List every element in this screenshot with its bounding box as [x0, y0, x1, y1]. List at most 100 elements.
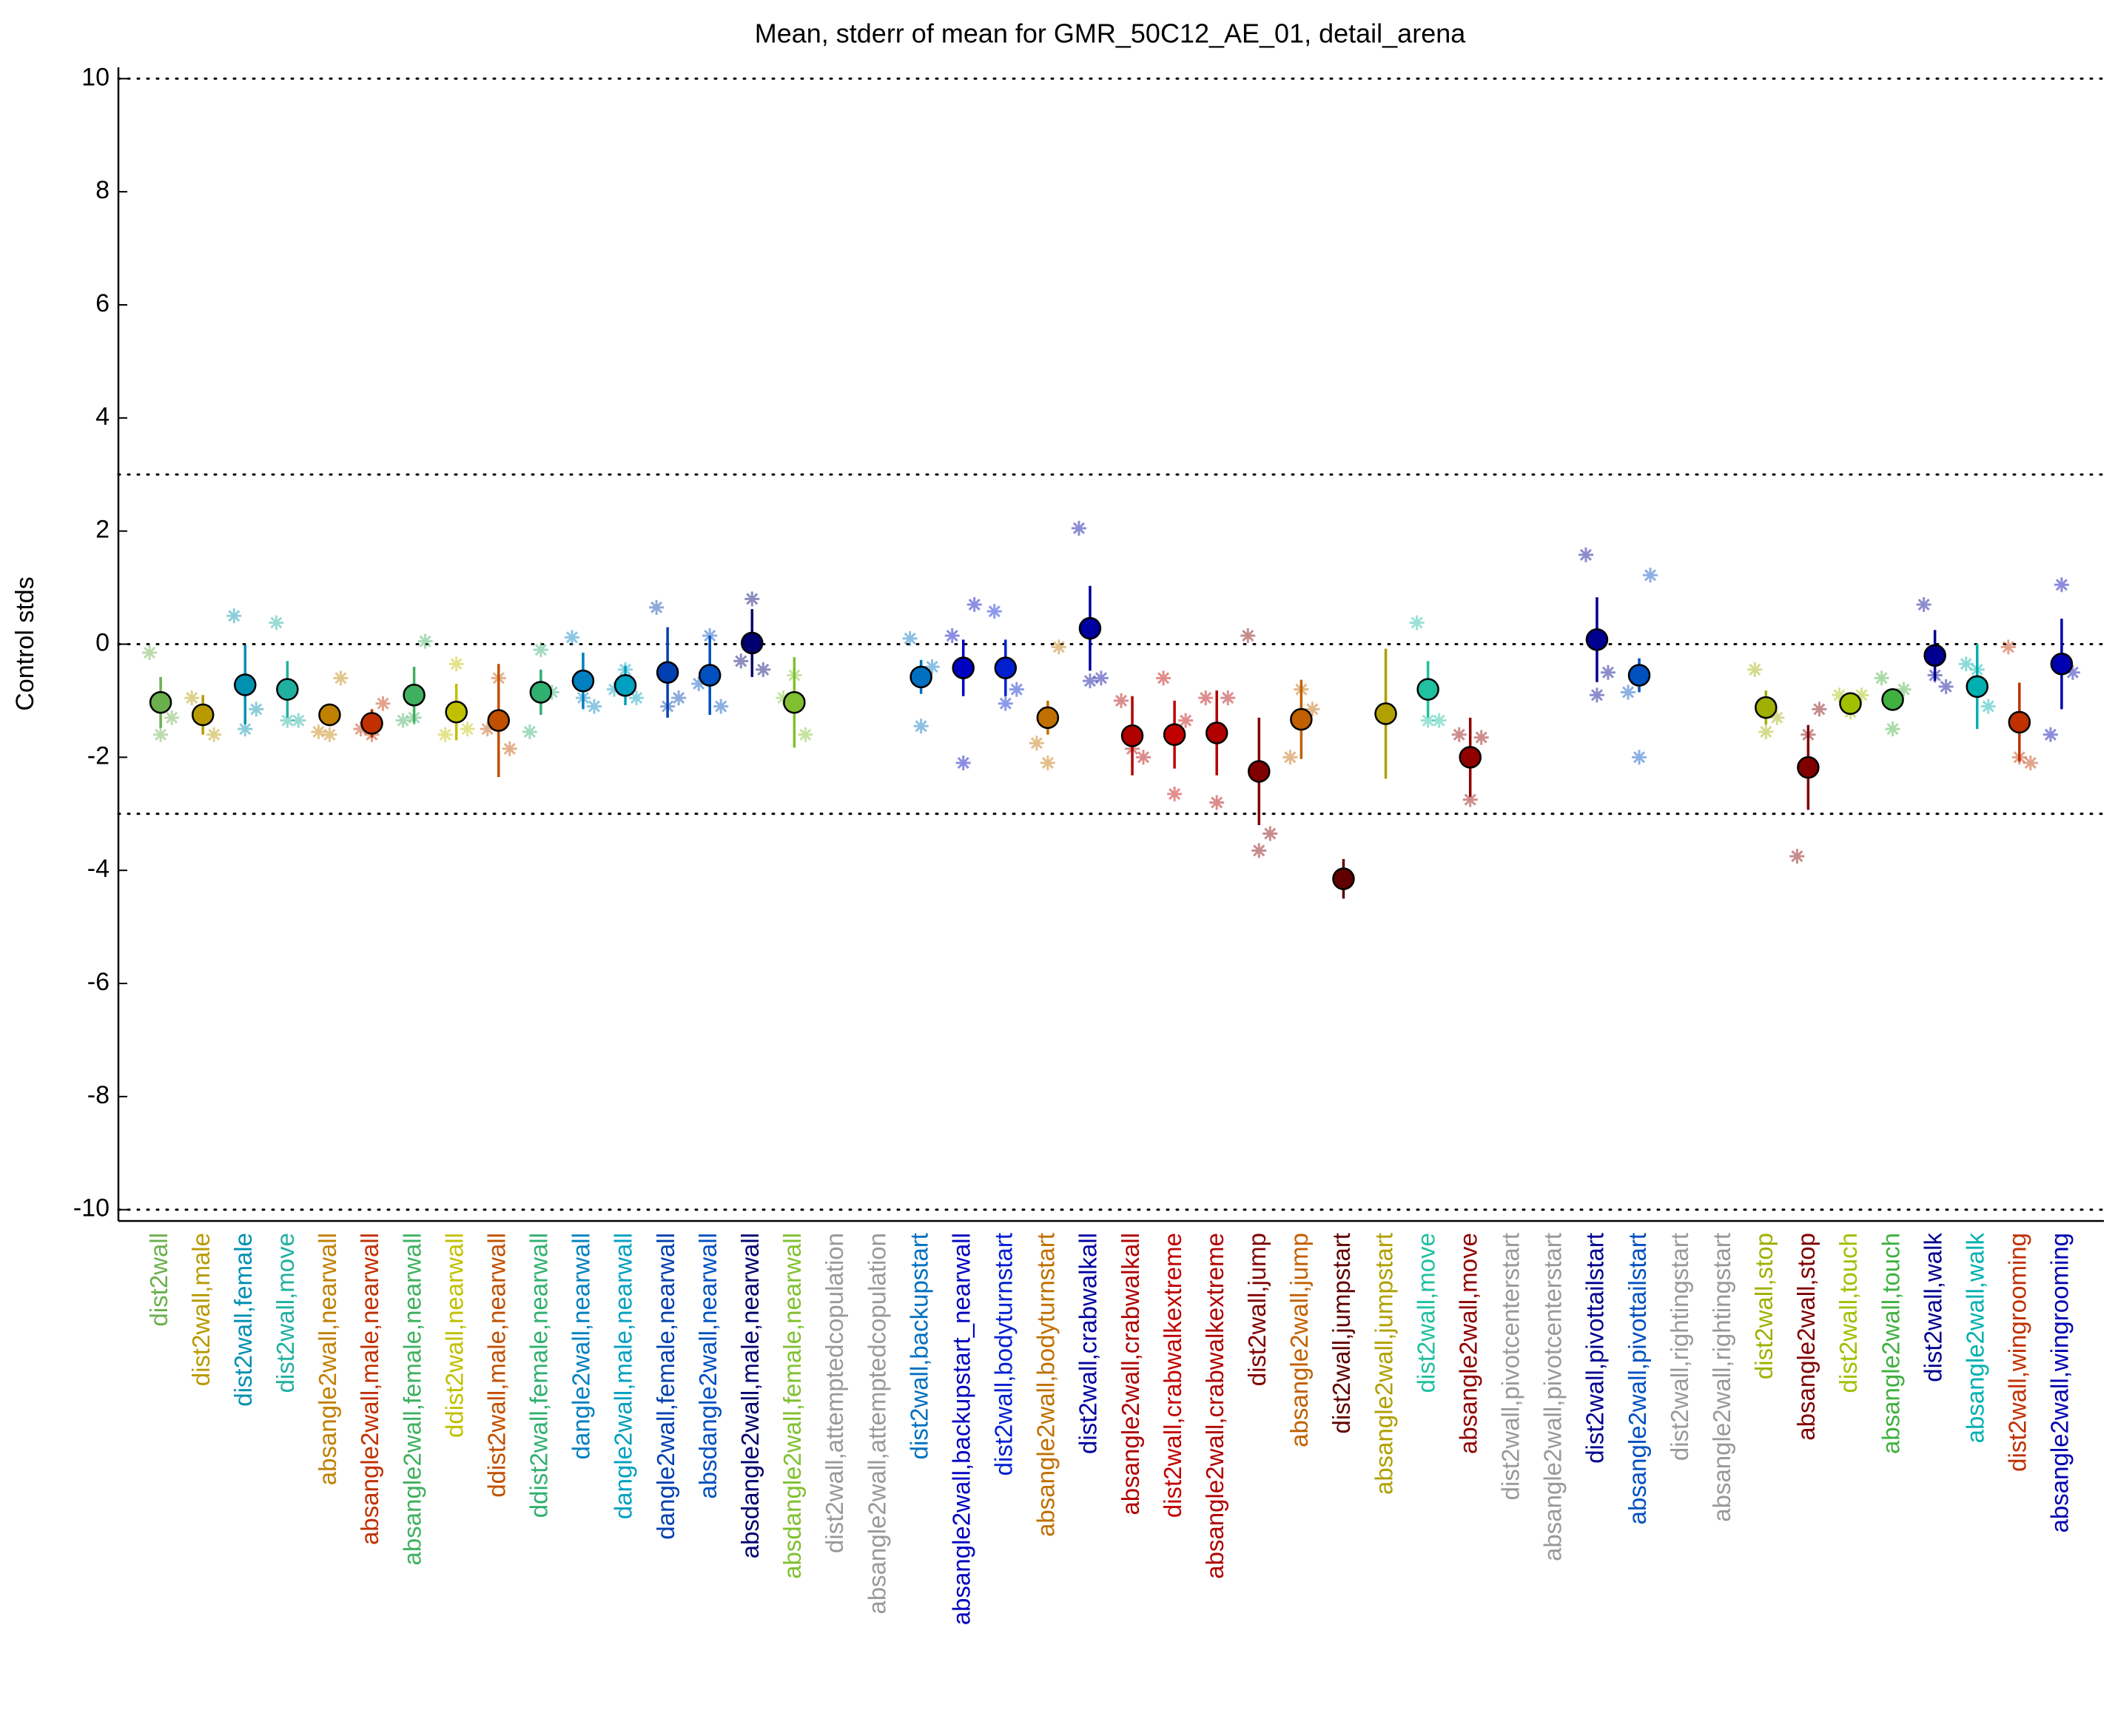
x-tick-label: dist2wall,bodyturnstart [990, 1233, 1018, 1476]
mean-marker [1627, 664, 1651, 687]
experiment-point [1167, 787, 1183, 802]
experiment-point [1282, 750, 1298, 765]
x-tick-label: dist2wall,move [272, 1233, 299, 1393]
mean-marker [1248, 760, 1271, 783]
x-tick-label: absangle2wall,move [1454, 1233, 1482, 1454]
x-tick-label: dist2wall,crabwalkall [1075, 1233, 1102, 1454]
x-tick-label: dist2wall,male [187, 1233, 215, 1386]
x-tick-label: dist2wall,move [1412, 1233, 1439, 1393]
x-tick-label: absangle2wall,female,nearwall [398, 1233, 426, 1565]
x-tick-label: dist2wall,walk [1919, 1233, 1946, 1382]
experiment-point [691, 676, 707, 691]
experiment-point [564, 630, 579, 645]
mean-marker [1839, 692, 1862, 715]
y-tick-label: -6 [87, 968, 110, 996]
experiment-point [153, 727, 169, 742]
x-tick-label: dist2wall,backupstart [905, 1233, 932, 1459]
experiment-point [1305, 702, 1320, 717]
mean-marker [656, 661, 679, 684]
experiment-point [1156, 670, 1171, 686]
mean-marker [1923, 644, 1946, 667]
mean-marker [2050, 652, 2074, 676]
experiment-point [1082, 673, 1097, 689]
experiment-point [586, 699, 602, 714]
mean-marker [1163, 723, 1186, 747]
mean-marker [1332, 867, 1355, 890]
mean-marker [1966, 675, 1988, 699]
experiment-point [2022, 755, 2038, 770]
y-tick-label: 8 [95, 176, 110, 204]
x-tick-label: dangle2wall,nearwall [568, 1233, 595, 1459]
experiment-point [375, 696, 391, 711]
x-tick-label: absdangle2wall,nearwall [694, 1233, 722, 1499]
experiment-point [1980, 699, 1996, 714]
x-tick-label: dist2wall,pivotcenterstart [1497, 1233, 1524, 1500]
x-tick-label: absangle2wall,nearwall [314, 1233, 341, 1485]
y-tick-label: 6 [95, 289, 110, 317]
y-tick-label: 4 [95, 403, 110, 431]
experiment-point [1958, 656, 1974, 672]
chart-title: Mean, stderr of mean for GMR_50C12_AE_01… [755, 18, 1467, 49]
experiment-point [1621, 684, 1636, 700]
experiment-point [333, 670, 349, 686]
x-tick-label: ddist2wall,female,nearwall [525, 1233, 553, 1518]
x-tick-label: dangle2wall,male,nearwall [610, 1233, 637, 1519]
experiment-point [756, 662, 771, 677]
experiment-point [291, 713, 306, 728]
experiment-point [1747, 662, 1763, 677]
x-tick-label: absangle2wall,jumpstart [1370, 1233, 1397, 1495]
experiment-point [1643, 568, 1658, 583]
experiment-point [986, 604, 1002, 619]
experiment-point [280, 713, 295, 728]
mean-marker [994, 656, 1018, 679]
experiment-point [966, 597, 982, 613]
y-tick-label: 10 [81, 63, 110, 91]
experiment-point [924, 659, 940, 675]
mean-marker [318, 703, 341, 727]
experiment-point [2065, 665, 2080, 680]
experiment-point [649, 599, 665, 615]
experiment-point [269, 615, 284, 630]
experiment-point [2042, 727, 2058, 742]
x-tick-label: absangle2wall,backupstart_nearwall [947, 1233, 975, 1625]
experiment-point [1136, 750, 1151, 765]
experiment-point [1885, 721, 1900, 737]
mean-marker [1585, 628, 1609, 651]
mean-marker [276, 678, 299, 701]
experiment-point [1832, 687, 1847, 703]
x-tick-label: absangle2wall,stop [1792, 1233, 1820, 1441]
experiment-point [142, 645, 158, 660]
mean-marker [1078, 616, 1102, 640]
experiment-point [1093, 670, 1109, 686]
x-tick-label: ddist2wall,male,nearwall [482, 1233, 510, 1498]
experiment-point [1220, 690, 1236, 706]
experiment-point [522, 724, 537, 739]
y-tick-label: -2 [87, 741, 110, 770]
x-tick-label: absangle2wall,touch [1877, 1233, 1904, 1454]
experiment-point [1589, 687, 1604, 703]
experiment-point [944, 628, 960, 644]
experiment-point [2054, 577, 2069, 593]
experiment-point [1473, 730, 1489, 745]
experiment-point [1578, 547, 1593, 562]
experiment-point [1431, 713, 1447, 728]
mean-marker [1416, 678, 1439, 701]
experiment-point [733, 653, 749, 669]
experiment-point [1462, 792, 1478, 807]
x-tick-label: absangle2wall,pivotcenterstart [1539, 1233, 1567, 1561]
y-axis-label: Control stds [11, 576, 39, 710]
experiment-point [713, 699, 729, 714]
experiment-point [460, 721, 475, 737]
mean-marker [445, 700, 468, 724]
mean-marker [2008, 710, 2031, 734]
x-tick-label: dist2wall,attemptedcopulation [821, 1233, 848, 1553]
y-tick-label: -8 [87, 1081, 110, 1109]
experiment-point [607, 682, 622, 697]
experiment-point [226, 608, 242, 624]
experiment-point [1769, 710, 1785, 725]
x-tick-label: absangle2wall,attemptedcopulation [863, 1233, 890, 1615]
experiment-point [1420, 713, 1436, 728]
mean-marker [1755, 696, 1778, 719]
x-tick-label: dist2wall,female [229, 1233, 257, 1407]
y-tick-label: 2 [95, 516, 110, 544]
